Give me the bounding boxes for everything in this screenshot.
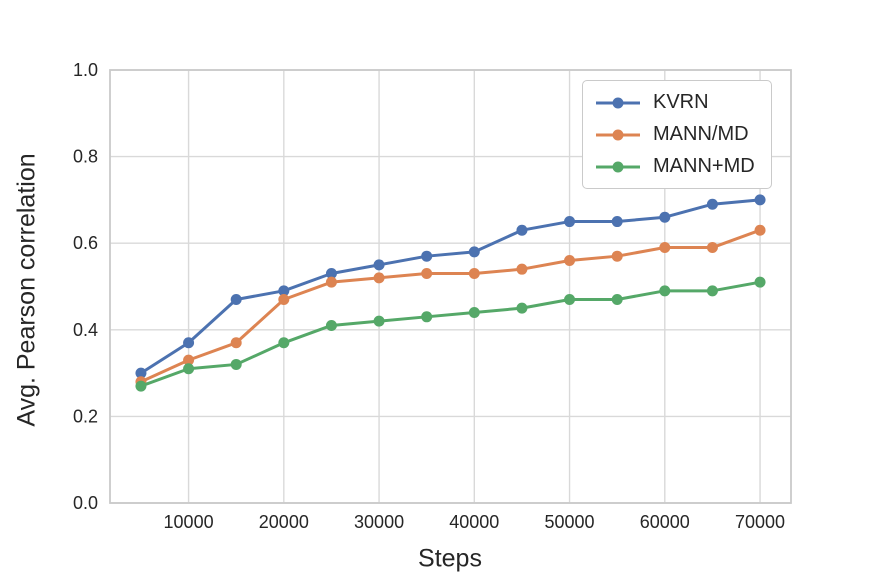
data-point bbox=[564, 216, 576, 228]
legend-item-mann-slash-md: MANN/MD bbox=[595, 121, 755, 148]
data-point bbox=[325, 268, 337, 280]
data-point bbox=[183, 354, 195, 366]
legend-marker-kvrn-icon bbox=[596, 97, 640, 108]
series-line-1 bbox=[139, 198, 762, 375]
legend-label: MANN+MD bbox=[653, 155, 755, 177]
data-point bbox=[754, 224, 766, 236]
legend-item-kvrn: KVRN bbox=[595, 89, 755, 116]
data-point bbox=[564, 255, 576, 267]
legend-item-mann-plus-md: MANN+MD bbox=[595, 153, 755, 180]
data-point bbox=[516, 263, 528, 275]
legend-marker-mann-slash-md-icon bbox=[596, 129, 640, 140]
data-point bbox=[135, 367, 147, 379]
x-tick-label: 20000 bbox=[259, 512, 309, 532]
y-tick-label: 0.6 bbox=[73, 233, 98, 253]
data-point bbox=[611, 216, 623, 228]
x-tick-label: 40000 bbox=[449, 512, 499, 532]
y-tick-label: 0.4 bbox=[73, 320, 98, 340]
data-point bbox=[183, 363, 195, 375]
data-point bbox=[230, 337, 242, 349]
y-tick-label: 0.8 bbox=[73, 147, 98, 167]
legend-marker-mann-plus-md-icon bbox=[596, 161, 640, 172]
x-tick-label: 70000 bbox=[735, 512, 785, 532]
data-point bbox=[421, 311, 433, 323]
x-axis-title: Steps bbox=[418, 544, 482, 573]
data-point bbox=[564, 293, 576, 305]
legend-label: KVRN bbox=[653, 91, 709, 113]
data-point bbox=[135, 380, 147, 392]
series-line-2 bbox=[139, 228, 762, 384]
data-point bbox=[373, 315, 385, 327]
data-point bbox=[468, 246, 480, 258]
data-point bbox=[421, 268, 433, 280]
data-point bbox=[278, 293, 290, 305]
data-point bbox=[516, 224, 528, 236]
data-point bbox=[183, 337, 195, 349]
plot-border bbox=[109, 69, 792, 504]
data-point bbox=[706, 198, 718, 210]
data-point bbox=[611, 293, 623, 305]
data-point bbox=[754, 276, 766, 288]
x-tick-label: 60000 bbox=[640, 512, 690, 532]
y-tick-label: 1.0 bbox=[73, 60, 98, 80]
data-point bbox=[706, 285, 718, 297]
data-point bbox=[278, 285, 290, 297]
data-point bbox=[659, 242, 671, 254]
legend-label: MANN/MD bbox=[653, 123, 749, 145]
data-point bbox=[278, 337, 290, 349]
y-tick-label: 0.2 bbox=[73, 406, 98, 426]
series-line-3 bbox=[139, 280, 762, 388]
data-point bbox=[706, 242, 718, 254]
data-point bbox=[468, 268, 480, 280]
data-point bbox=[373, 272, 385, 284]
data-point bbox=[611, 250, 623, 262]
data-point bbox=[373, 259, 385, 271]
data-point bbox=[754, 194, 766, 206]
data-point bbox=[468, 306, 480, 318]
data-point bbox=[230, 358, 242, 370]
legend: KVRN MANN/MD MANN+MD bbox=[582, 80, 772, 189]
y-tick-label: 0.0 bbox=[73, 493, 98, 513]
x-tick-label: 10000 bbox=[164, 512, 214, 532]
data-point bbox=[325, 319, 337, 331]
data-point bbox=[659, 211, 671, 223]
x-tick-label: 30000 bbox=[354, 512, 404, 532]
data-point bbox=[325, 276, 337, 288]
data-point bbox=[421, 250, 433, 262]
y-axis-title: Avg. Pearson correlation bbox=[12, 153, 41, 427]
data-point bbox=[230, 293, 242, 305]
x-tick-label: 50000 bbox=[545, 512, 595, 532]
data-point bbox=[659, 285, 671, 297]
data-point bbox=[516, 302, 528, 314]
